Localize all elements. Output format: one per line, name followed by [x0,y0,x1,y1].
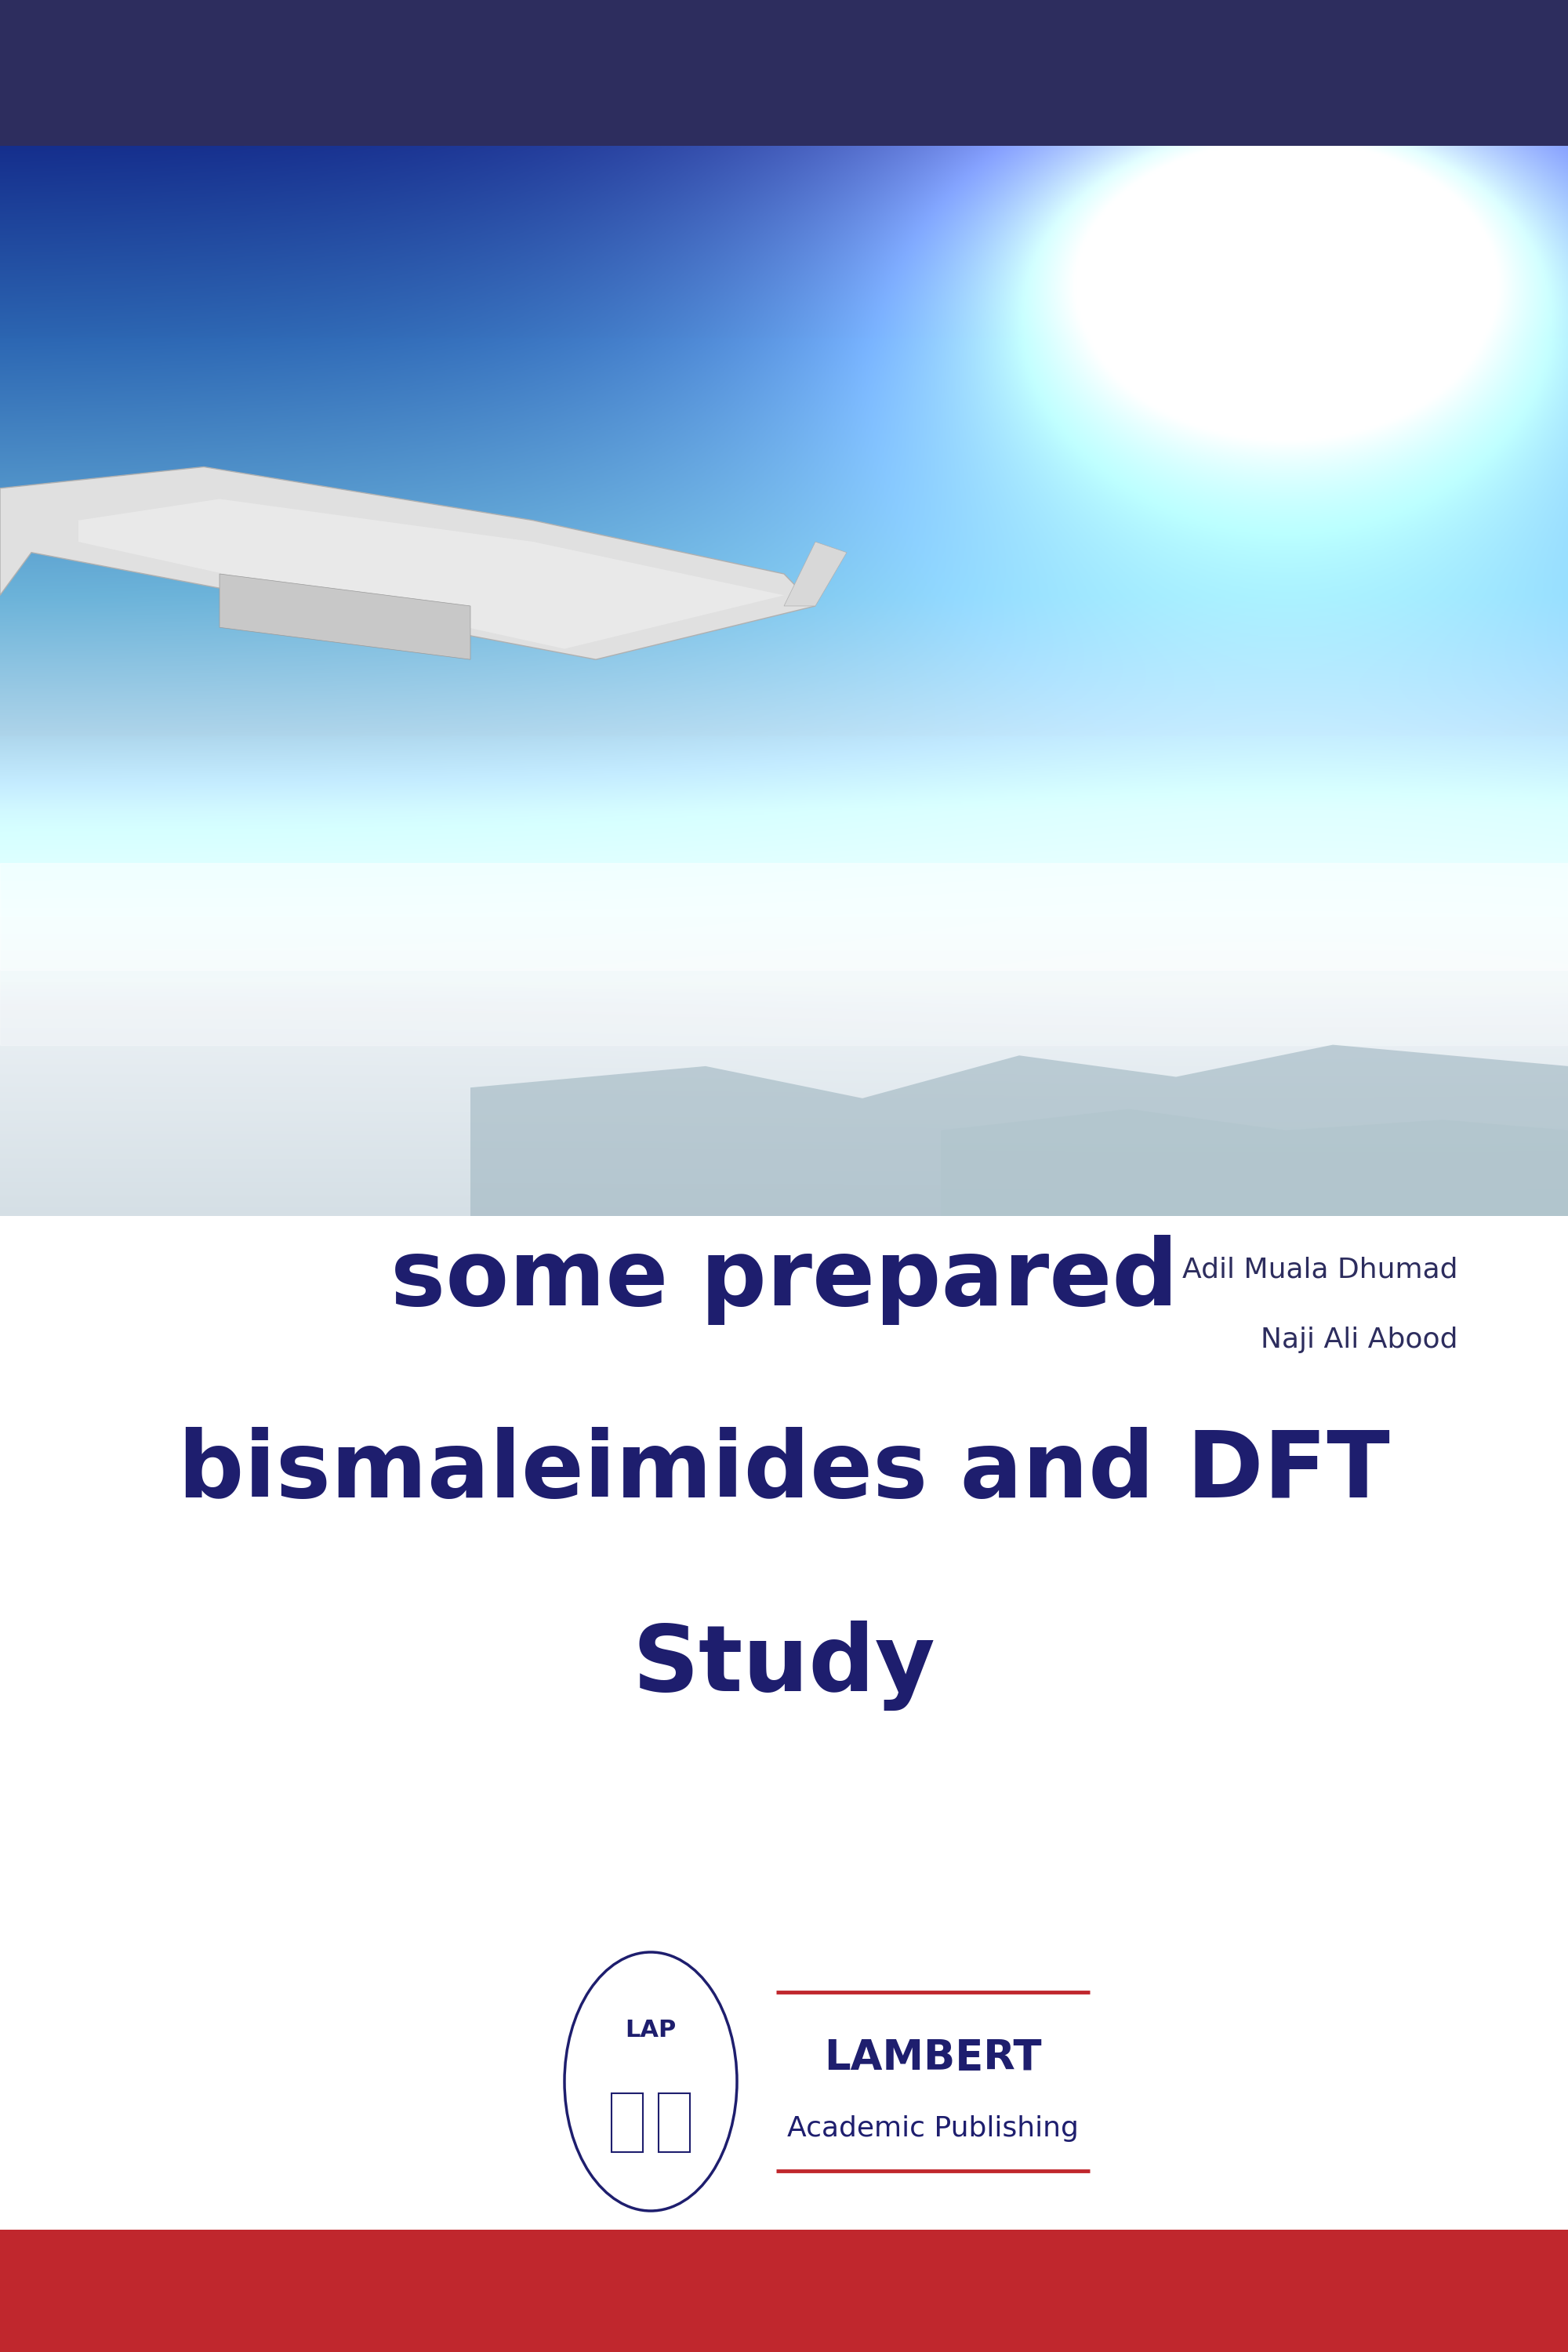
Text: bismaleimides and DFT: bismaleimides and DFT [179,1428,1389,1517]
Polygon shape [220,574,470,659]
Text: Study: Study [632,1621,936,1710]
Polygon shape [941,1110,1568,1216]
Text: Naji Ali Abood: Naji Ali Abood [1261,1327,1458,1352]
Circle shape [564,1952,737,2211]
Polygon shape [784,541,847,607]
Polygon shape [0,466,815,659]
Bar [0,863,1568,969]
Text: Adil Muala Dhumad: Adil Muala Dhumad [1182,1256,1458,1282]
Polygon shape [470,1044,1568,1216]
Text: some prepared: some prepared [390,1235,1178,1324]
Text: IR, NMR and structure of: IR, NMR and structure of [136,1042,1432,1131]
Text: Academic Publishing: Academic Publishing [787,2114,1079,2143]
Text: LAP: LAP [626,2018,676,2042]
Bar [0,2230,1568,2352]
Polygon shape [78,499,784,649]
Text: LAMBERT: LAMBERT [825,2037,1041,2079]
Bar [0,0,1568,146]
Bar [0,969,1568,1044]
